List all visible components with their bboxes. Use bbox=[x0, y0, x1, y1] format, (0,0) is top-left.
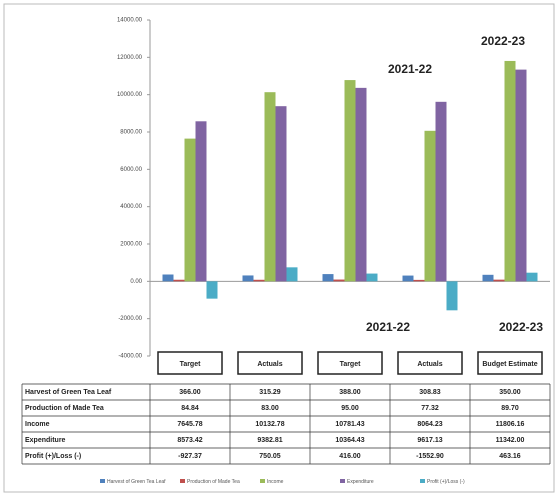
table-cell: 750.05 bbox=[259, 453, 281, 460]
table-cell: 11342.00 bbox=[496, 437, 525, 444]
annotation: 2022-23 bbox=[499, 320, 543, 334]
table-cell: 95.00 bbox=[341, 405, 359, 412]
table-cell: 83.00 bbox=[261, 405, 279, 412]
category-box bbox=[237, 351, 303, 375]
bar bbox=[413, 279, 425, 282]
row-label: Profit (+)/Loss (-) bbox=[25, 453, 81, 460]
table-cell: 416.00 bbox=[339, 453, 361, 460]
bar bbox=[435, 101, 447, 282]
table-cell: 77.32 bbox=[421, 405, 439, 412]
annotation: 2021-22 bbox=[388, 62, 432, 76]
table-cell: 9382.81 bbox=[257, 437, 282, 444]
bar bbox=[526, 272, 538, 282]
x-tick-label: Target bbox=[340, 361, 362, 368]
bar bbox=[322, 274, 334, 282]
row-label: Expenditure bbox=[25, 437, 66, 444]
bar bbox=[184, 138, 196, 282]
x-tick-label: Actuals bbox=[417, 361, 442, 368]
bar bbox=[515, 69, 527, 282]
bar bbox=[275, 106, 287, 282]
table-cell: 8064.23 bbox=[417, 421, 442, 428]
bar bbox=[446, 281, 458, 311]
row-label: Income bbox=[25, 421, 50, 428]
legend-label: Harvest of Green Tea Leaf bbox=[107, 479, 166, 485]
table-cell: 10364.43 bbox=[335, 437, 364, 444]
legend-swatch bbox=[180, 479, 185, 483]
bar bbox=[424, 130, 436, 282]
bar bbox=[195, 121, 207, 282]
y-tick-label: -4000.00 bbox=[118, 354, 142, 360]
legend-swatch bbox=[420, 479, 425, 483]
table-cell: 11806.16 bbox=[496, 421, 525, 428]
category-box bbox=[477, 351, 543, 375]
table-cell: 366.00 bbox=[179, 389, 201, 396]
table-cell: 388.00 bbox=[339, 389, 361, 396]
bar bbox=[264, 92, 276, 282]
bar bbox=[173, 279, 185, 282]
y-tick-label: 2000.00 bbox=[120, 242, 142, 248]
category-box bbox=[397, 351, 463, 375]
legend-label: Expenditure bbox=[347, 479, 374, 485]
bar bbox=[344, 80, 356, 282]
x-tick-label: Actuals bbox=[257, 361, 282, 368]
legend-label: Production of Made Tea bbox=[187, 479, 240, 485]
y-tick-label: 14000.00 bbox=[117, 18, 143, 24]
legend-swatch bbox=[340, 479, 345, 483]
x-tick-label: Target bbox=[180, 361, 202, 368]
legend-label: Income bbox=[267, 479, 284, 485]
bar bbox=[366, 273, 378, 282]
bar bbox=[242, 275, 254, 282]
table-cell: 7645.78 bbox=[177, 421, 202, 428]
legend-swatch bbox=[100, 479, 105, 483]
y-tick-label: -2000.00 bbox=[118, 316, 142, 322]
table-cell: 350.00 bbox=[499, 389, 521, 396]
y-tick-label: 12000.00 bbox=[117, 55, 143, 61]
y-tick-label: 0.00 bbox=[130, 279, 142, 285]
table-cell: 463.16 bbox=[499, 453, 521, 460]
x-tick-label: Budget Estimate bbox=[482, 361, 537, 368]
bar bbox=[355, 87, 367, 282]
row-label: Production of Made Tea bbox=[25, 405, 104, 412]
table-cell: -1552.90 bbox=[416, 453, 444, 460]
table-cell: 89.70 bbox=[501, 405, 519, 412]
table-cell: 308.83 bbox=[419, 389, 441, 396]
table-cell: -927.37 bbox=[178, 453, 202, 460]
bar bbox=[493, 279, 505, 282]
table-cell: 10132.78 bbox=[255, 421, 284, 428]
bar bbox=[482, 274, 494, 282]
bar bbox=[162, 274, 174, 282]
bar bbox=[286, 267, 298, 282]
y-tick-label: 6000.00 bbox=[120, 167, 142, 173]
y-tick-label: 8000.00 bbox=[120, 130, 142, 136]
row-label: Harvest of Green Tea Leaf bbox=[25, 389, 112, 396]
table-cell: 10781.43 bbox=[335, 421, 364, 428]
y-tick-label: 4000.00 bbox=[120, 204, 142, 210]
y-tick-label: 10000.00 bbox=[117, 92, 143, 98]
table-cell: 315.29 bbox=[259, 389, 281, 396]
annotation: 2022-23 bbox=[481, 34, 525, 48]
table-cell: 9617.13 bbox=[417, 437, 442, 444]
bar bbox=[206, 281, 218, 299]
table-cell: 84.84 bbox=[181, 405, 199, 412]
category-box bbox=[317, 351, 383, 375]
table-cell: 8573.42 bbox=[177, 437, 202, 444]
bar bbox=[253, 279, 265, 282]
bar bbox=[402, 275, 414, 282]
legend-label: Profit (+)/Loss (-) bbox=[427, 479, 465, 485]
category-box bbox=[157, 351, 223, 375]
legend-swatch bbox=[260, 479, 265, 483]
bar bbox=[504, 60, 516, 282]
annotation: 2021-22 bbox=[366, 320, 410, 334]
bar bbox=[333, 279, 345, 282]
